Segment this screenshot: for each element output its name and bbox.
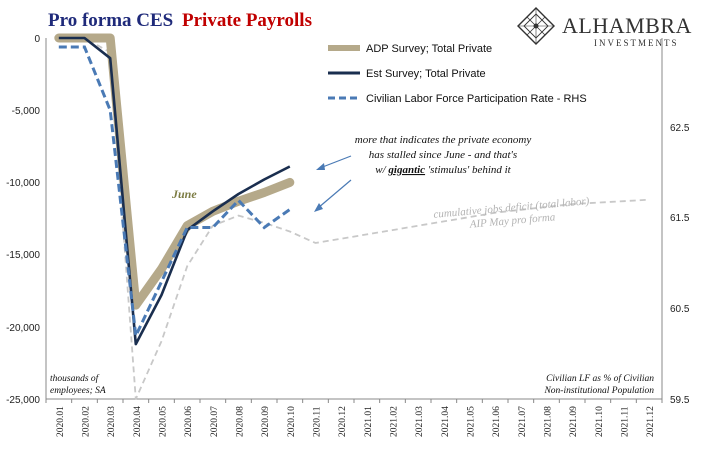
brand-logo: ALHAMBRA INVESTMENTS	[517, 7, 692, 48]
x-tick-label: 2021.01	[364, 406, 374, 437]
legend-label-adp: ADP Survey; Total Private	[366, 43, 492, 55]
y-tick-label: -25,000	[6, 395, 40, 406]
brand-sub: INVESTMENTS	[594, 38, 679, 48]
x-tick-label: 2020.02	[82, 406, 92, 437]
x-tick-label: 2021.11	[621, 406, 631, 437]
series-line-projection	[58, 37, 650, 400]
diamond-lattice-logo-icon	[517, 7, 555, 45]
y2-tick-label: 60.5	[670, 304, 690, 315]
x-tick-label: 2021.05	[467, 406, 477, 437]
y-tick-label: -5,000	[12, 106, 41, 117]
y-tick-label: -15,000	[6, 250, 40, 261]
x-tick-label: 2020.07	[210, 406, 220, 437]
x-tick-label: 2020.12	[338, 406, 348, 437]
x-tick-label: 2021.10	[595, 406, 605, 437]
chart-title-part1: Pro forma CES	[48, 10, 173, 31]
annotation-stalled-line3: w/ gigantic 'stimulus' behind it	[375, 164, 511, 176]
x-tick-label: 2021.03	[415, 406, 425, 437]
annotation-stalled-post: 'stimulus' behind it	[425, 164, 512, 176]
chart-title-part2: Private Payrolls	[182, 10, 312, 31]
annotation-stalled: more that indicates the private economy …	[314, 134, 531, 212]
x-tick-label: 2021.12	[646, 406, 656, 437]
annotation-arrow-upper	[316, 155, 352, 170]
annotation-stalled-line1: more that indicates the private economy	[355, 134, 532, 146]
left-unit-line1: thousands of	[50, 373, 100, 384]
x-tick-label: 2021.04	[441, 406, 451, 437]
y-tick-label: 0	[34, 34, 40, 45]
x-tick-label: 2021.06	[492, 406, 502, 437]
series-line-est	[58, 36, 291, 346]
series-line-lfpr	[58, 45, 291, 342]
x-tick-label: 2021.08	[544, 406, 554, 437]
y2-tick-label: 61.5	[670, 213, 690, 224]
x-tick-label: 2020.09	[261, 406, 271, 437]
y-tick-label: -10,000	[6, 178, 40, 189]
y2-tick-label: 59.5	[670, 395, 690, 406]
annotation-deficit: cumulative jobs deficit (total labor) AI…	[433, 195, 590, 231]
left-unit-line2: employees; SA	[50, 386, 106, 396]
annotation-stalled-line2: has stalled since June - and that's	[369, 149, 517, 161]
x-tick-label: 2021.09	[569, 406, 579, 437]
y-axis-right: 62.5 61.5 60.5 59.5	[670, 123, 690, 406]
x-tick-label: 2021.07	[518, 406, 528, 437]
x-tick-label: 2020.04	[133, 406, 143, 437]
series-line-adp	[54, 33, 295, 310]
x-tick-label: 2020.06	[184, 406, 194, 437]
x-axis: 2020.01 2020.02 2020.03 2020.04 2020.05 2020.…	[56, 406, 656, 437]
y-axis-left: 0 -5,000 -10,000 -15,000 -20,000 -25,000	[6, 34, 40, 406]
x-tick-label: 2021.02	[390, 406, 400, 437]
x-tick-label: 2020.11	[313, 406, 323, 437]
right-unit-line2: Non-institutional Population	[543, 386, 654, 396]
x-tick-label: 2020.10	[287, 406, 297, 437]
annotation-arrow-lower	[314, 179, 352, 212]
plot-area	[45, 33, 663, 403]
annotation-stalled-pre: w/	[375, 164, 388, 176]
annotation-june: June	[171, 187, 197, 201]
annotation-stalled-emphasis: gigantic	[387, 164, 425, 176]
legend-label-lfpr: Civilian Labor Force Participation Rate …	[366, 93, 587, 105]
x-tick-label: 2020.01	[56, 406, 66, 437]
legend: ADP Survey; Total Private Est Survey; To…	[328, 43, 587, 105]
right-unit-line1: Civilian LF as % of Civilian	[546, 373, 654, 384]
x-tick-label: 2020.03	[107, 406, 117, 437]
y2-tick-label: 62.5	[670, 123, 690, 134]
brand-name: ALHAMBRA	[562, 13, 692, 38]
legend-label-est: Est Survey; Total Private	[366, 68, 486, 80]
y-tick-label: -20,000	[6, 323, 40, 334]
x-tick-label: 2020.08	[236, 406, 246, 437]
chart-title: Pro forma CES Private Payrolls	[48, 10, 312, 31]
x-tick-label: 2020.05	[159, 406, 169, 437]
